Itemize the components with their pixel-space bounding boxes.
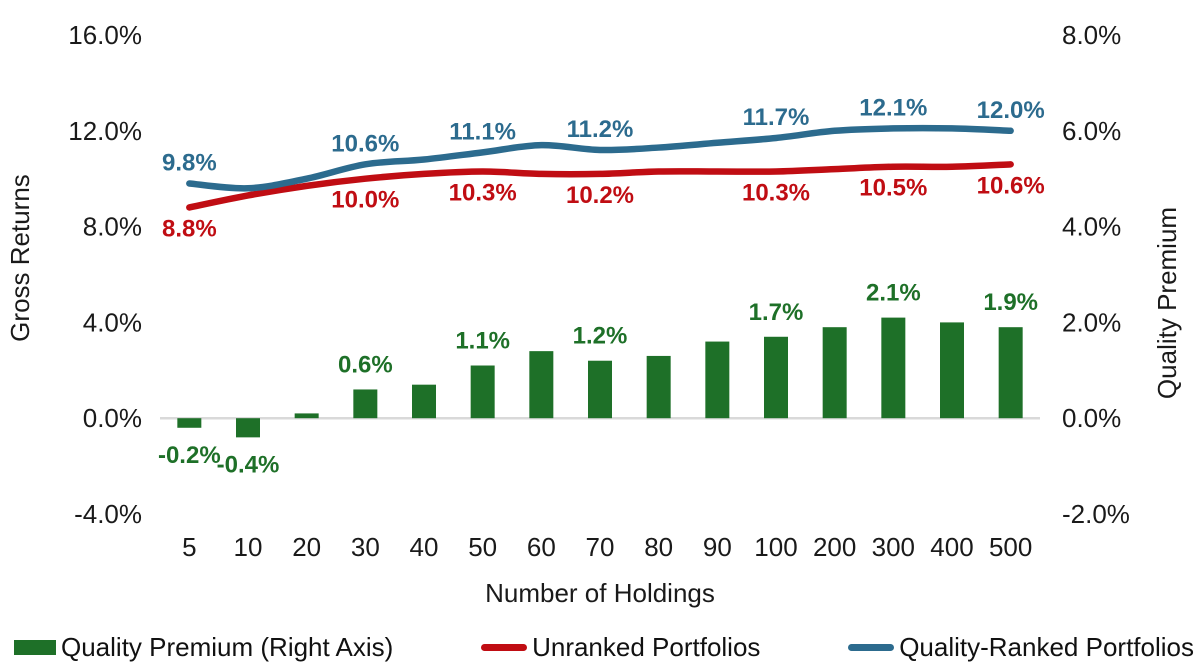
svg-text:30: 30 — [351, 532, 380, 562]
svg-text:90: 90 — [703, 532, 732, 562]
svg-text:-0.4%: -0.4% — [217, 451, 280, 478]
svg-text:10: 10 — [234, 532, 263, 562]
svg-text:70: 70 — [586, 532, 615, 562]
legend-item-quality-ranked: Quality-Ranked Portfolios — [848, 632, 1194, 663]
svg-text:-4.0%: -4.0% — [74, 499, 142, 529]
svg-text:6.0%: 6.0% — [1062, 116, 1121, 146]
svg-text:4.0%: 4.0% — [83, 307, 142, 337]
svg-text:11.7%: 11.7% — [743, 104, 810, 131]
svg-text:12.0%: 12.0% — [68, 116, 142, 146]
svg-text:10.2%: 10.2% — [566, 182, 634, 209]
svg-text:10.0%: 10.0% — [331, 187, 399, 214]
svg-text:10.3%: 10.3% — [742, 180, 810, 207]
legend-item-unranked: Unranked Portfolios — [481, 632, 760, 663]
legend-label: Quality Premium (Right Axis) — [61, 631, 394, 662]
svg-text:40: 40 — [410, 532, 439, 562]
svg-text:11.2%: 11.2% — [567, 116, 634, 143]
svg-text:60: 60 — [527, 532, 556, 562]
chart-svg: -0.2%-0.4% 0.6% 1.1% 1.2% 1.7% 2.1% 1.9% 8.8% 10… — [68, 20, 1130, 562]
svg-text:20: 20 — [292, 532, 321, 562]
svg-text:2.0%: 2.0% — [1062, 307, 1121, 337]
svg-text:10.5%: 10.5% — [859, 175, 927, 202]
svg-text:2.1%: 2.1% — [866, 280, 921, 307]
svg-text:400: 400 — [930, 532, 973, 562]
svg-text:8.0%: 8.0% — [83, 212, 142, 242]
x-axis-title: Number of Holdings — [485, 578, 715, 608]
svg-text:12.0%: 12.0% — [977, 97, 1045, 124]
svg-text:12.1%: 12.1% — [859, 94, 927, 121]
svg-text:200: 200 — [813, 532, 856, 562]
svg-text:10.6%: 10.6% — [331, 130, 399, 157]
legend: Quality Premium (Right Axis) Unranked Po… — [14, 629, 1194, 665]
svg-text:100: 100 — [754, 532, 797, 562]
svg-text:1.7%: 1.7% — [749, 299, 804, 326]
svg-text:8.0%: 8.0% — [1062, 20, 1121, 50]
right-axis-title: Quality Premium — [1152, 206, 1182, 400]
svg-text:8.8%: 8.8% — [162, 215, 217, 242]
svg-text:0.0%: 0.0% — [83, 403, 142, 433]
svg-text:1.2%: 1.2% — [573, 323, 628, 350]
line-swatch-icon — [481, 643, 528, 651]
svg-text:-0.2%: -0.2% — [158, 442, 221, 469]
legend-item-quality-premium: Quality Premium (Right Axis) — [14, 632, 393, 663]
svg-text:300: 300 — [872, 532, 915, 562]
svg-text:80: 80 — [644, 532, 673, 562]
svg-text:0.6%: 0.6% — [338, 351, 393, 378]
svg-text:4.0%: 4.0% — [1062, 212, 1121, 242]
svg-text:16.0%: 16.0% — [68, 20, 142, 50]
svg-text:0.0%: 0.0% — [1062, 403, 1121, 433]
bar-swatch-icon — [14, 639, 56, 655]
svg-text:-2.0%: -2.0% — [1062, 499, 1130, 529]
svg-text:1.9%: 1.9% — [983, 289, 1038, 316]
svg-text:11.1%: 11.1% — [449, 118, 516, 145]
left-axis-title: Gross Returns — [5, 174, 35, 342]
legend-label: Unranked Portfolios — [532, 631, 761, 662]
svg-text:9.8%: 9.8% — [162, 149, 217, 176]
svg-text:10.6%: 10.6% — [977, 172, 1045, 199]
svg-text:500: 500 — [989, 532, 1032, 562]
svg-text:10.3%: 10.3% — [449, 180, 517, 207]
svg-text:50: 50 — [468, 532, 497, 562]
line-swatch-icon — [848, 643, 895, 651]
svg-text:1.1%: 1.1% — [455, 328, 510, 355]
legend-label: Quality-Ranked Portfolios — [899, 631, 1194, 662]
svg-text:5: 5 — [182, 532, 196, 562]
